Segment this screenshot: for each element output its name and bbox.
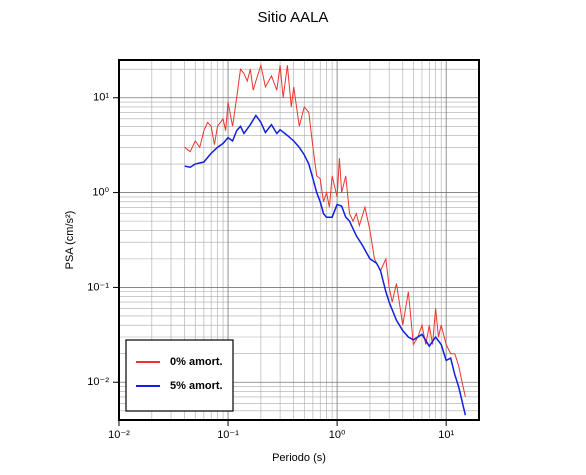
legend-label: 0% amort. bbox=[170, 356, 223, 368]
x-tick-label: 10⁻¹ bbox=[217, 429, 239, 441]
x-tick-label: 10¹ bbox=[438, 429, 454, 441]
x-tick-label: 10⁻² bbox=[108, 429, 130, 441]
series-line bbox=[184, 63, 466, 398]
legend-box bbox=[125, 339, 234, 412]
plot-frame bbox=[118, 59, 480, 421]
x-tick-label: 10⁰ bbox=[329, 429, 346, 441]
chart-title: Sitio AALA bbox=[258, 9, 329, 26]
legend-label: 5% amort. bbox=[170, 380, 223, 392]
y-axis-label: PSA (cm/s²) bbox=[64, 211, 76, 270]
x-axis-label: Periodo (s) bbox=[272, 452, 326, 464]
series-line bbox=[184, 114, 467, 416]
y-tick-label: 10⁻¹ bbox=[87, 281, 109, 293]
y-tick-label: 10¹ bbox=[93, 92, 109, 104]
y-tick-label: 10⁰ bbox=[92, 186, 109, 198]
y-tick-label: 10⁻² bbox=[87, 376, 109, 388]
